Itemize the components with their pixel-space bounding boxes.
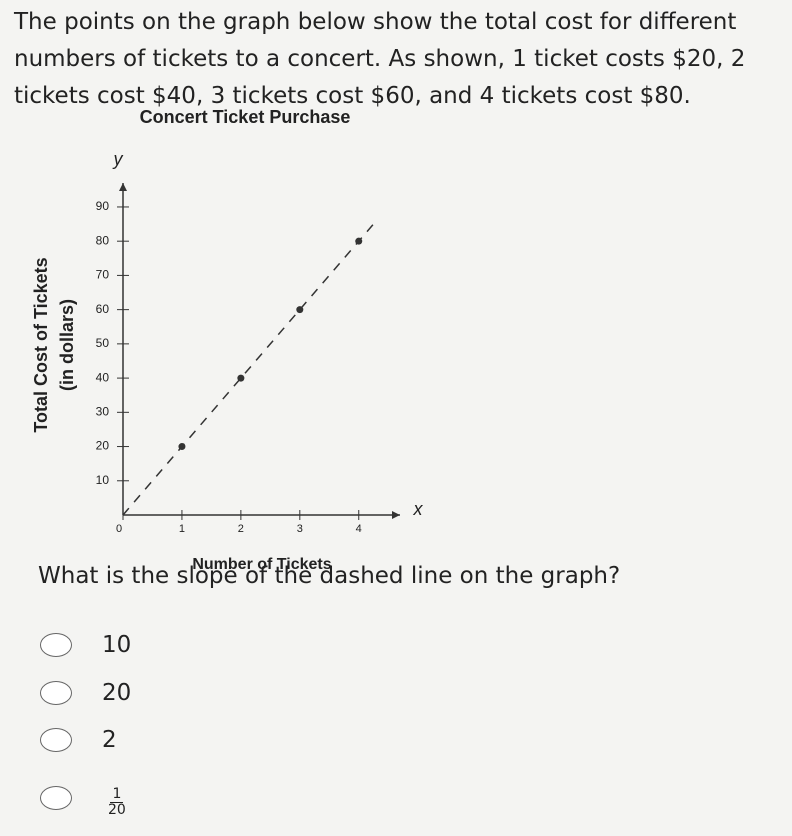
y-tick-label: 10 [96, 473, 110, 487]
y-tick-label: 70 [96, 268, 110, 282]
y-tick-label: 20 [96, 439, 110, 453]
y-tick-label: 50 [96, 336, 110, 350]
question-intro: The points on the graph below show the t… [14, 9, 746, 109]
radio-button[interactable] [40, 786, 72, 810]
chart: Concert Ticket Purchase Number of Ticket… [31, 107, 424, 573]
y-axis-letter: y [112, 149, 124, 169]
y-tick-label: 80 [96, 233, 110, 247]
data-point [296, 306, 304, 314]
x-tick-label: 2 [238, 523, 244, 535]
x-tick-label: 0 [116, 523, 122, 535]
y-tick-label: 30 [96, 404, 110, 418]
x-axis-label: Number of Tickets [192, 556, 331, 573]
data-point [178, 443, 186, 451]
data-point [237, 374, 245, 382]
x-tick-label: 3 [297, 523, 303, 535]
y-tick-label: 60 [96, 302, 110, 316]
denominator: 20 [108, 802, 126, 818]
fraction: 1 20 [108, 787, 126, 818]
y-axis-label: (in dollars) [57, 299, 77, 391]
radio-button[interactable] [40, 681, 72, 705]
x-tick-label: 4 [356, 523, 362, 535]
answer-option[interactable]: 1 20 [40, 778, 126, 818]
answer-option[interactable]: 2 [40, 727, 117, 753]
radio-button[interactable] [40, 633, 72, 657]
option-text: 1 20 [108, 778, 126, 818]
x-axis-arrow [392, 511, 400, 519]
dashed-line [122, 220, 377, 516]
numerator: 1 [110, 786, 124, 803]
x-tick-label: 1 [179, 523, 185, 535]
y-axis-label: Total Cost of Tickets [31, 257, 51, 432]
y-axis-arrow [119, 183, 127, 191]
option-text: 10 [102, 632, 132, 658]
question: What is the slope of the dashed line on … [38, 563, 621, 589]
answer-option[interactable]: 20 [40, 680, 131, 706]
y-tick-label: 90 [96, 199, 110, 213]
radio-button[interactable] [40, 728, 72, 752]
answer-option[interactable]: 10 [40, 632, 131, 658]
x-axis-letter: x [413, 499, 424, 519]
y-tick-label: 40 [96, 370, 110, 384]
option-text: 20 [102, 680, 132, 706]
data-point [355, 237, 363, 245]
option-text: 2 [102, 727, 117, 753]
chart-title: Concert Ticket Purchase [140, 107, 351, 127]
